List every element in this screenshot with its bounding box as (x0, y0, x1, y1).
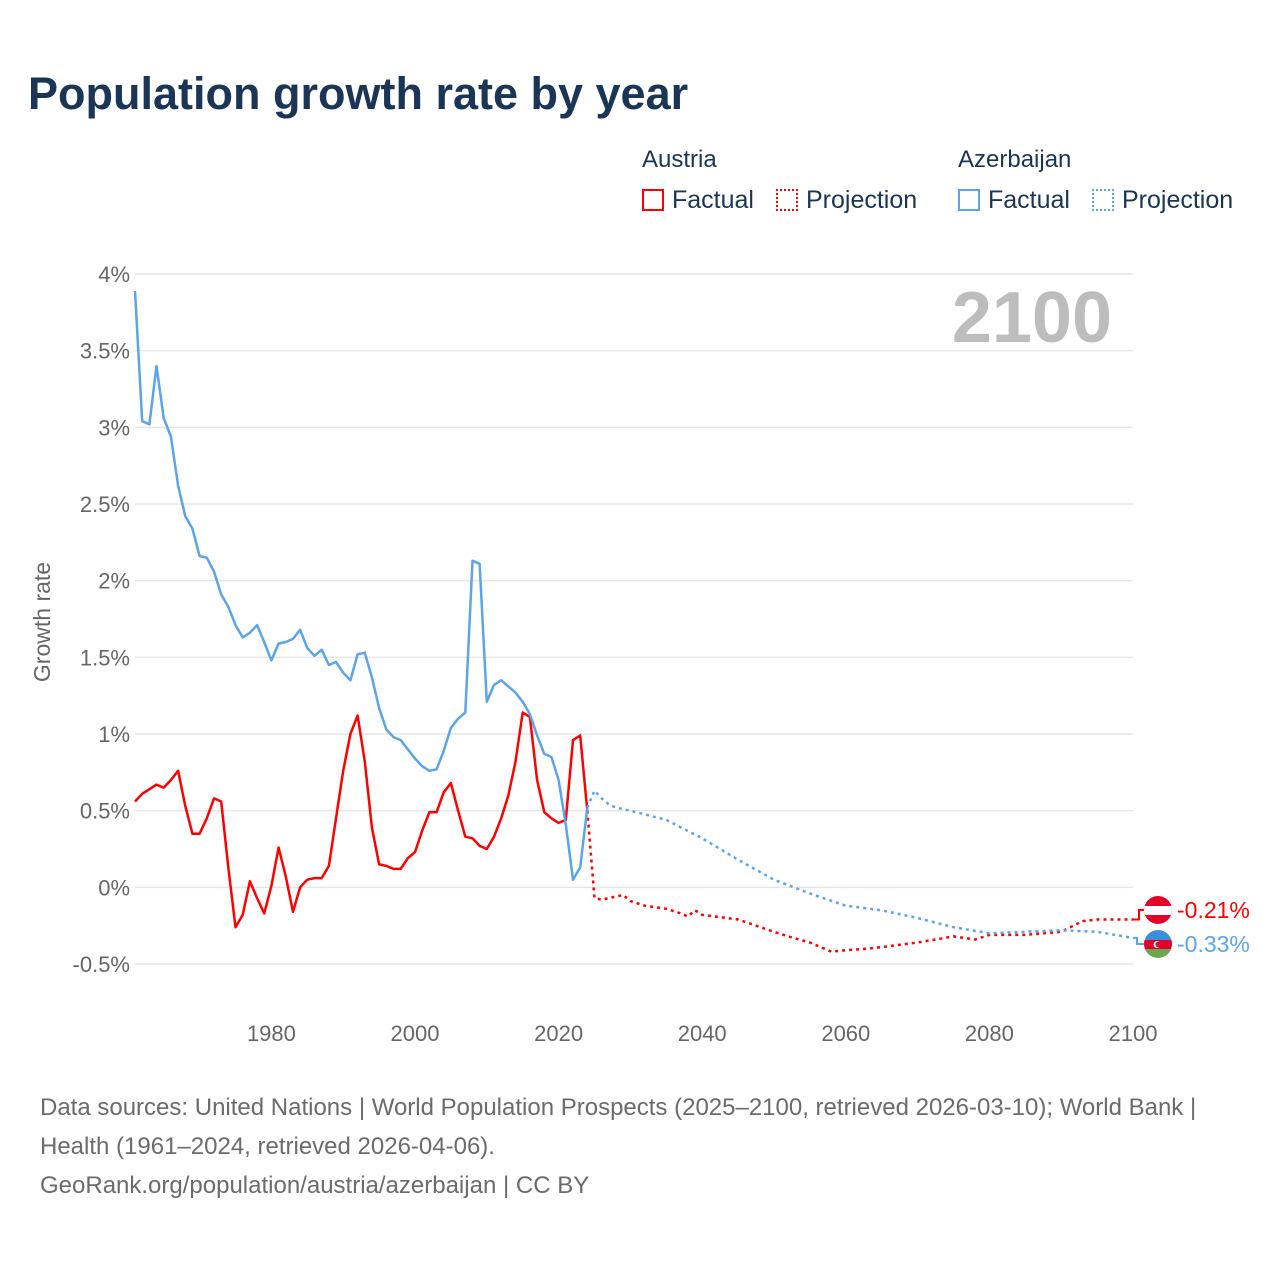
legend-swatch-solid (642, 189, 664, 211)
legend-swatch-dotted (1092, 189, 1114, 211)
legend-label: Projection (806, 186, 918, 214)
series-line-azerbaijan-projection (586, 789, 1134, 940)
y-axis-label: Growth rate (29, 562, 55, 682)
legend-label: Factual (988, 186, 1070, 214)
legend-group-austria: Austria (642, 146, 717, 173)
y-tick-label: 4% (98, 262, 130, 287)
y-tick-label: 3% (98, 415, 130, 440)
y-tick-label: 1% (98, 722, 130, 747)
legend-austria-projection[interactable]: Projection (776, 186, 917, 215)
x-tick-label: 2080 (965, 1021, 1014, 1046)
y-tick-label: 1.5% (80, 645, 130, 670)
x-tick-label: 2000 (391, 1021, 440, 1046)
y-tick-label: 0% (98, 875, 130, 900)
azerbaijan-end-value: -0.33% (1177, 931, 1250, 957)
azerbaijan-flag-icon (1144, 930, 1172, 958)
chart-title: Population growth rate by year (28, 68, 689, 119)
legend-swatch-solid (958, 189, 980, 211)
x-tick-label: 2100 (1109, 1021, 1158, 1046)
x-tick-label: 2040 (678, 1021, 727, 1046)
data-sources: Data sources: United Nations | World Pop… (40, 1094, 1197, 1160)
austria-flag-icon (1144, 896, 1172, 924)
legend-austria-factual[interactable]: Factual (642, 186, 754, 215)
series-line-austria-projection (586, 810, 1133, 953)
y-tick-label: 0.5% (80, 799, 130, 824)
legend-group-azerbaijan: Azerbaijan (958, 146, 1072, 173)
legend-azerbaijan-factual[interactable]: Factual (958, 186, 1070, 215)
series-line-azerbaijan-factual (133, 290, 589, 881)
legend-label: Projection (1122, 186, 1234, 214)
legend-azerbaijan-projection[interactable]: Projection (1092, 186, 1233, 215)
x-tick-label: 1980 (247, 1021, 296, 1046)
y-tick-label: 2.5% (80, 492, 130, 517)
footer: Data sources: United Nations | World Pop… (40, 1088, 1240, 1205)
austria-end-value: -0.21% (1177, 897, 1250, 923)
credit-link[interactable]: GeoRank.org/population/austria/azerbaija… (40, 1172, 590, 1199)
x-tick-label: 2020 (534, 1021, 583, 1046)
y-tick-label: -0.5% (73, 952, 130, 977)
austria-end-connector (1133, 909, 1144, 921)
x-tick-label: 2060 (821, 1021, 870, 1046)
year-overlay: 2100 (952, 278, 1112, 358)
legend-label: Factual (672, 186, 754, 214)
y-tick-label: 3.5% (80, 339, 130, 364)
azerbaijan-end-connector (1133, 936, 1144, 945)
legend-swatch-dotted (776, 189, 798, 211)
y-tick-label: 2% (98, 569, 130, 594)
series-line-austria-factual (134, 711, 589, 929)
